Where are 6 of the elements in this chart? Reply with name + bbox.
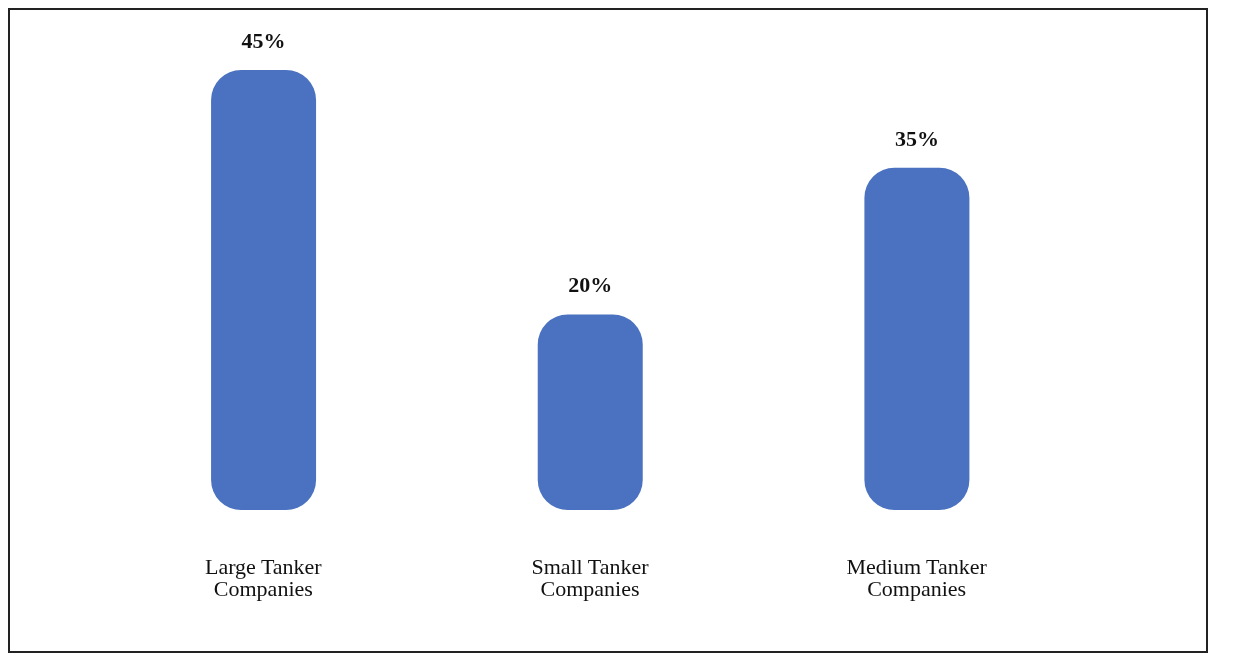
data-label: 35% <box>894 125 939 151</box>
data-label: 45% <box>241 28 286 53</box>
x-tick-label: Small Tanker Companies <box>531 553 650 601</box>
data-label: 20% <box>568 272 613 298</box>
x-tick-label: Large Tanker Companies <box>204 553 323 601</box>
x-tick-label: Medium Tanker Companies <box>846 553 988 601</box>
